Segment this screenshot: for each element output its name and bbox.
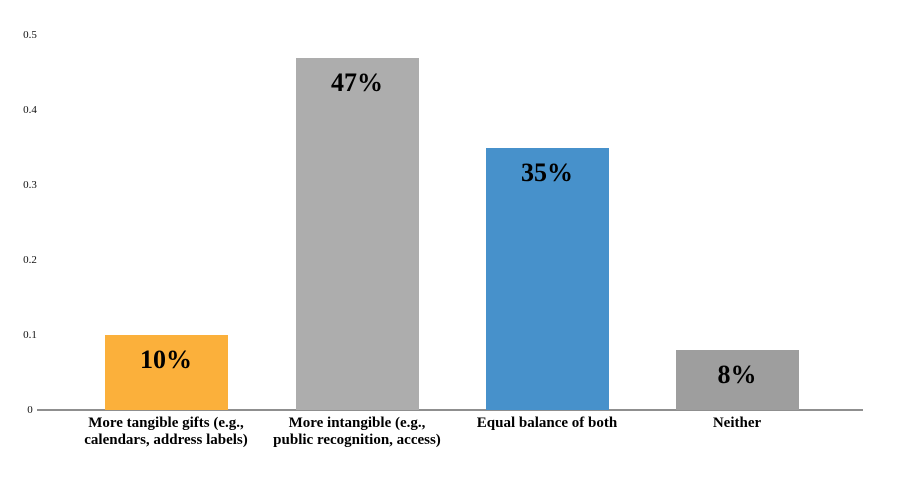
- y-tick-label: 0: [27, 404, 33, 416]
- bar-value-label: 35%: [521, 157, 573, 187]
- bar-3: [485, 147, 609, 410]
- bar-1: [104, 335, 228, 410]
- bar-value-label: 8%: [717, 360, 757, 389]
- y-tick-label: 0.4: [23, 104, 37, 116]
- bar-value-label: 10%: [140, 345, 192, 374]
- category-label: More intangible (e.g., public recognitio…: [273, 415, 441, 448]
- y-tick-label: 0.5: [23, 29, 37, 41]
- x-axis-line: [37, 409, 863, 411]
- category-label: Neither: [712, 415, 762, 431]
- bar-value-label: 47%: [331, 67, 383, 97]
- category-label: More tangible gifts (e.g., calendars, ad…: [84, 415, 248, 448]
- y-tick-label: 0.3: [23, 179, 37, 191]
- bar-2: [295, 57, 419, 410]
- bar-4: [675, 350, 799, 410]
- y-tick-label: 0.2: [23, 254, 37, 266]
- y-tick-label: 0.1: [23, 329, 37, 341]
- category-label: Equal balance of both: [476, 415, 618, 431]
